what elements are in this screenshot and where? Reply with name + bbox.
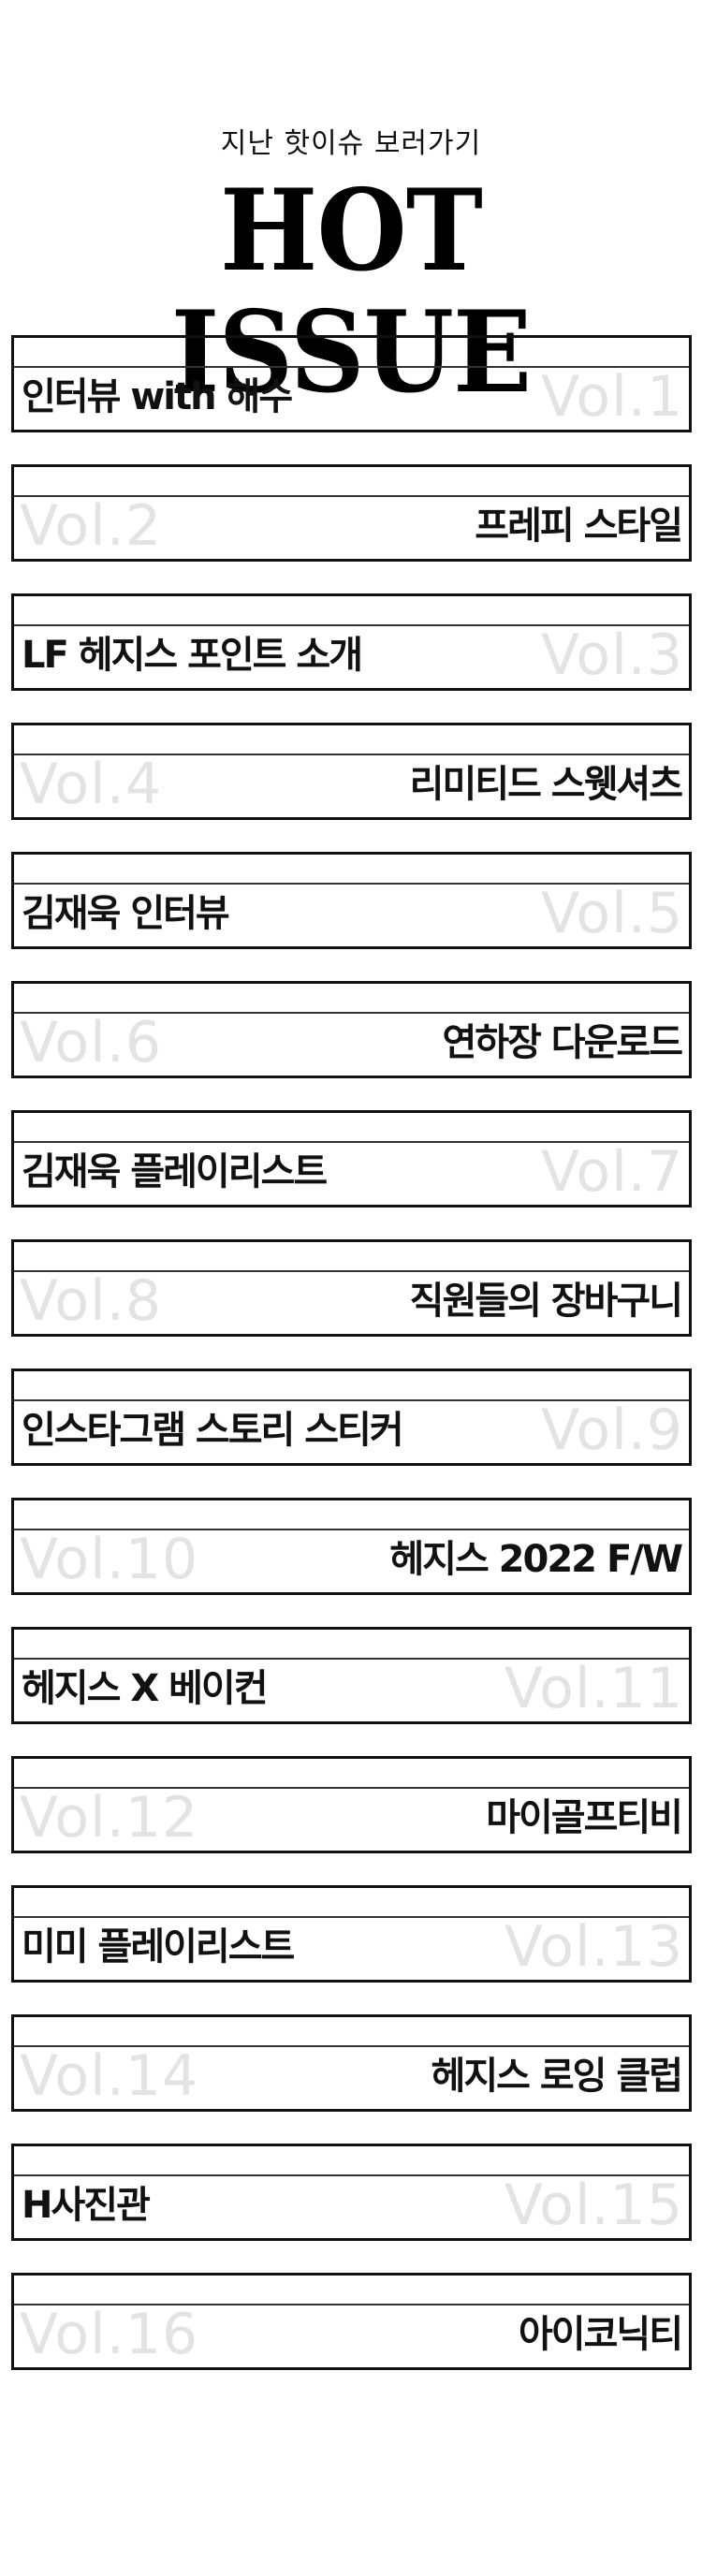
issue-link-vol-11[interactable]: Vol.11 헤지스 X 베이컨 xyxy=(11,1627,692,1724)
issue-volume: Vol.14 xyxy=(20,2043,199,2109)
issue-volume: Vol.7 xyxy=(540,1139,683,1205)
issue-divider xyxy=(14,495,689,497)
issue-title: 연하장 다운로드 xyxy=(442,1021,683,1064)
issue-link-vol-9[interactable]: Vol.9 인스타그램 스토리 스티커 xyxy=(11,1368,692,1466)
issue-title: 김재욱 인터뷰 xyxy=(22,892,230,935)
issue-title: 직원들의 장바구니 xyxy=(409,1280,683,1323)
issue-divider xyxy=(14,1529,689,1530)
issue-title: 인스타그램 스토리 스티커 xyxy=(22,1409,404,1452)
issue-divider xyxy=(14,883,689,885)
issue-divider xyxy=(14,366,689,368)
issue-volume: Vol.10 xyxy=(20,1527,199,1592)
back-to-past-issues-text: 지난 핫이슈 보러가기 xyxy=(220,127,482,160)
issue-title: 미미 플레이리스트 xyxy=(22,1925,295,1969)
issue-title: 인터뷰 with 해수 xyxy=(22,375,293,418)
issue-title: H사진관 xyxy=(22,2184,151,2227)
issue-link-vol-14[interactable]: Vol.14 헤지스 로잉 클럽 xyxy=(11,2014,692,2112)
page-title: HOT ISSUE xyxy=(170,165,532,418)
issue-divider xyxy=(14,1270,689,1272)
issue-divider xyxy=(14,2045,689,2047)
issue-list: Vol.1 인터뷰 with 해수 Vol.2 프레피 스타일 Vol.3 LF… xyxy=(11,335,692,2402)
issue-link-vol-2[interactable]: Vol.2 프레피 스타일 xyxy=(11,464,692,562)
issue-link-vol-10[interactable]: Vol.10 헤지스 2022 F/W xyxy=(11,1498,692,1595)
issue-divider xyxy=(14,1141,689,1143)
issue-volume: Vol.8 xyxy=(20,1268,163,1334)
issue-volume: Vol.12 xyxy=(20,1785,199,1851)
issue-title: 헤지스 로잉 클럽 xyxy=(431,2055,683,2098)
issue-volume: Vol.13 xyxy=(504,1914,683,1980)
issue-divider xyxy=(14,2304,689,2305)
issue-title: 리미티드 스웻셔츠 xyxy=(409,763,683,806)
issue-title: 헤지스 X 베이컨 xyxy=(22,1667,268,1710)
issue-link-vol-1[interactable]: Vol.1 인터뷰 with 해수 xyxy=(11,335,692,432)
issue-volume: Vol.11 xyxy=(504,1656,683,1721)
issue-title: LF 헤지스 포인트 소개 xyxy=(22,634,363,677)
issue-volume: Vol.9 xyxy=(540,1398,683,1463)
issue-title: 헤지스 2022 F/W xyxy=(389,1538,683,1581)
issue-title: 마이골프티비 xyxy=(486,1796,683,1839)
issue-link-vol-15[interactable]: Vol.15 H사진관 xyxy=(11,2144,692,2241)
issue-link-vol-8[interactable]: Vol.8 직원들의 장바구니 xyxy=(11,1239,692,1337)
issue-link-vol-7[interactable]: Vol.7 김재욱 플레이리스트 xyxy=(11,1110,692,1208)
issue-link-vol-13[interactable]: Vol.13 미미 플레이리스트 xyxy=(11,1885,692,1983)
issue-volume: Vol.6 xyxy=(20,1010,163,1076)
issue-link-vol-6[interactable]: Vol.6 연하장 다운로드 xyxy=(11,981,692,1078)
issue-volume: Vol.16 xyxy=(20,2302,199,2367)
issue-volume: Vol.3 xyxy=(540,622,683,688)
issue-divider xyxy=(14,1658,689,1660)
issue-divider xyxy=(14,1012,689,1014)
issue-volume: Vol.5 xyxy=(540,881,683,946)
issue-divider xyxy=(14,1399,689,1401)
issue-title: 김재욱 플레이리스트 xyxy=(22,1150,328,1193)
issue-link-vol-4[interactable]: Vol.4 리미티드 스웻셔츠 xyxy=(11,723,692,820)
issue-volume: Vol.2 xyxy=(20,493,163,559)
issue-link-vol-16[interactable]: Vol.16 아이코닉티 xyxy=(11,2273,692,2370)
issue-link-vol-12[interactable]: Vol.12 마이골프티비 xyxy=(11,1756,692,1853)
issue-title: 프레피 스타일 xyxy=(475,505,683,548)
issue-divider xyxy=(14,1787,689,1789)
issue-divider xyxy=(14,754,689,755)
issue-link-vol-3[interactable]: Vol.3 LF 헤지스 포인트 소개 xyxy=(11,593,692,691)
issue-divider xyxy=(14,1916,689,1918)
issue-divider xyxy=(14,2174,689,2176)
issue-volume: Vol.1 xyxy=(540,364,683,430)
issue-divider xyxy=(14,624,689,626)
issue-link-vol-5[interactable]: Vol.5 김재욱 인터뷰 xyxy=(11,852,692,949)
issue-volume: Vol.4 xyxy=(20,752,163,817)
issue-volume: Vol.15 xyxy=(504,2173,683,2238)
issue-title: 아이코닉티 xyxy=(519,2313,683,2356)
